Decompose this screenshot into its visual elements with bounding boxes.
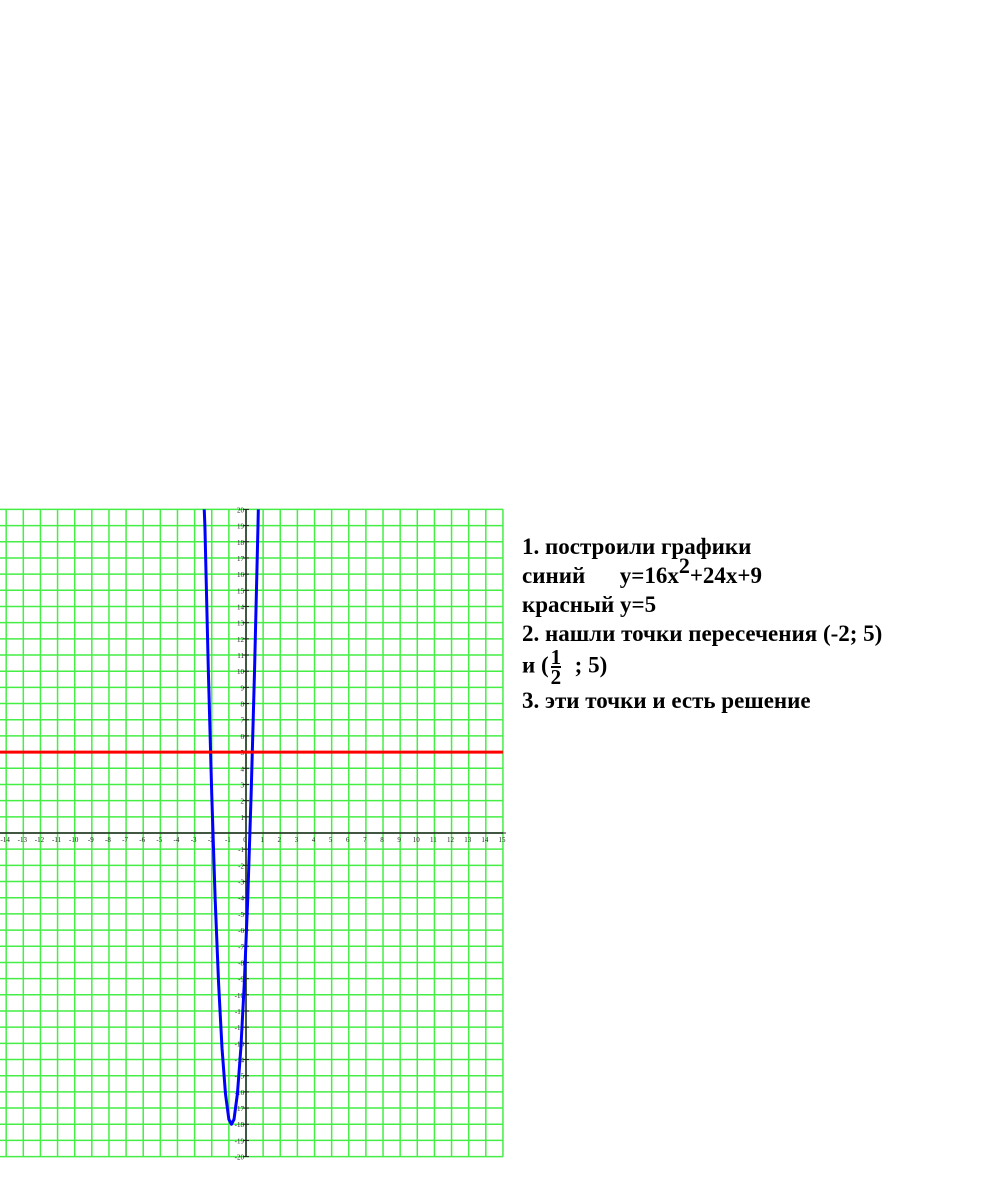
x-tick-label: 10 [413, 836, 421, 844]
y-tick-label: -5 [238, 911, 244, 919]
x-tick-label: -12 [35, 836, 45, 844]
y-tick-label: 16 [237, 571, 245, 579]
note-line-5: и (1 2 ; 5) [522, 645, 882, 689]
note-line-5-end: ; 5) [563, 652, 608, 678]
fraction-denominator: 2 [550, 665, 562, 689]
y-tick-label: -9 [238, 976, 244, 984]
note-line-2: синий y=16x2+24x+9 [522, 553, 882, 590]
y-tick-label: -18 [235, 1121, 245, 1129]
blue-label: синий y=16x [522, 563, 679, 588]
y-tick-label: -11 [235, 1008, 245, 1016]
y-tick-label: -17 [235, 1105, 245, 1113]
x-tick-label: -7 [122, 836, 128, 844]
x-tick-label: -13 [18, 836, 28, 844]
x-tick-label: 2 [278, 836, 282, 844]
x-tick-label: 15 [498, 836, 506, 844]
x-tick-label: 5 [329, 836, 333, 844]
x-tick-label: 9 [397, 836, 401, 844]
x-tick-label: -5 [156, 836, 162, 844]
coordinate-plot: -14 -13 -12 -11 -10 -9 -8 -7 -6 -5 -4 -3 -2 -1 0 1 2 3 4 5 6… [0, 506, 506, 1162]
y-tick-label: -10 [235, 992, 245, 1000]
y-tick-label: -1 [238, 846, 244, 854]
solution-notes: 1. построили графики синий y=16x2+24x+9 … [522, 532, 882, 715]
y-tick-label: 8 [241, 701, 245, 709]
x-tick-label: -9 [88, 836, 94, 844]
note-line-3: красный y=5 [522, 592, 657, 617]
y-tick-label: 9 [241, 684, 245, 692]
y-tick-label: -4 [238, 895, 244, 903]
y-tick-label: -16 [235, 1089, 245, 1097]
x-tick-label: -2 [208, 836, 214, 844]
y-tick-label: 3 [241, 781, 245, 789]
note-line-5-start: и ( [522, 652, 549, 678]
y-tick-label: 11 [237, 652, 244, 660]
x-tick-label: 7 [363, 836, 367, 844]
x-tick-label: 6 [346, 836, 350, 844]
y-tick-label: 1 [241, 814, 245, 822]
x-tick-label: -1 [225, 836, 231, 844]
x-tick-label: -14 [1, 836, 11, 844]
blue-formula-rest: +24x+9 [689, 563, 763, 588]
exponent: 2 [678, 553, 690, 578]
y-tick-label: -6 [238, 927, 244, 935]
y-tick-label: -20 [235, 1154, 245, 1162]
x-tick-label: 0 [243, 836, 247, 844]
y-tick-label: 18 [237, 539, 245, 547]
note-line-4: 2. нашли точки пересечения (-2; 5) [522, 621, 883, 646]
y-tick-label: 14 [237, 603, 245, 611]
y-tick-label: -8 [238, 959, 244, 967]
x-tick-label: 13 [464, 836, 472, 844]
y-tick-label: 2 [241, 798, 245, 806]
x-tick-label: 3 [295, 836, 299, 844]
y-tick-label: 7 [241, 717, 245, 725]
y-tick-label: 6 [241, 733, 245, 741]
fraction-numerator: 1 [550, 645, 562, 669]
x-tick-label: -11 [52, 836, 62, 844]
x-tick-label: 4 [312, 836, 316, 844]
blue-parabola-curve [202, 509, 260, 1126]
x-tick-label: -6 [139, 836, 145, 844]
x-tick-label: -10 [69, 836, 79, 844]
y-tick-label: -3 [238, 879, 244, 887]
y-tick-label: 20 [237, 506, 245, 514]
y-tick-label: 19 [237, 523, 245, 531]
x-tick-label: 8 [380, 836, 384, 844]
y-tick-label: 4 [241, 765, 245, 773]
x-tick-label: 1 [260, 836, 264, 844]
y-tick-label: 13 [237, 620, 245, 628]
y-tick-label: -2 [238, 862, 244, 870]
x-tick-label: 14 [481, 836, 489, 844]
x-tick-label: 12 [447, 836, 455, 844]
y-tick-label: 17 [237, 555, 245, 563]
x-tick-label: -3 [191, 836, 197, 844]
y-tick-label: 15 [237, 587, 245, 595]
y-tick-label: -19 [235, 1137, 245, 1145]
note-line-1: 1. построили графики [522, 534, 752, 559]
x-tick-label: 11 [430, 836, 437, 844]
y-tick-label: -12 [235, 1024, 245, 1032]
y-tick-label: -7 [238, 943, 244, 951]
y-tick-label: 12 [237, 636, 245, 644]
x-tick-label: -4 [174, 836, 180, 844]
note-line-6: 3. эти точки и есть решение [522, 688, 811, 713]
y-tick-label: 10 [237, 668, 245, 676]
x-tick-label: -8 [105, 836, 111, 844]
